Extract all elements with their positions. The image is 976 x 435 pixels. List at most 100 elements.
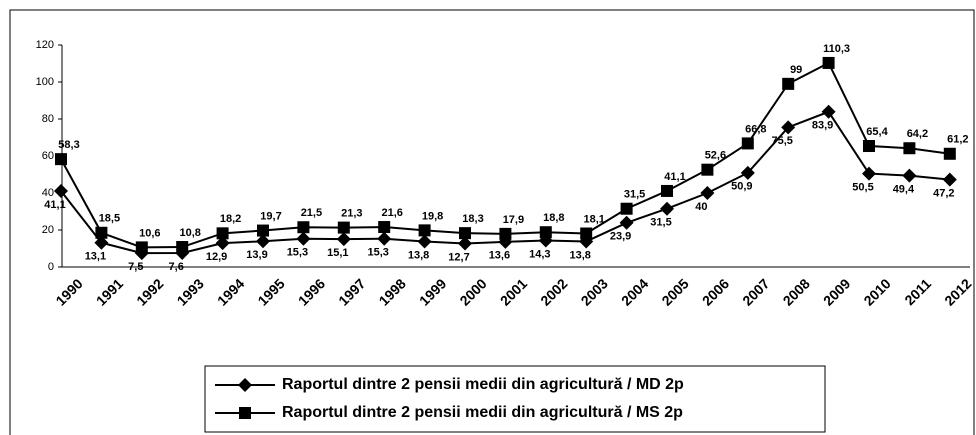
chart-frame xyxy=(9,9,975,435)
data-label: 10,8 xyxy=(179,227,200,239)
data-point xyxy=(337,221,350,234)
data-point xyxy=(296,231,311,246)
data-label: 47,2 xyxy=(933,188,954,200)
x-tick-label: 2000 xyxy=(456,275,489,308)
y-tick-label: 80 xyxy=(42,113,54,125)
x-tick-label: 2002 xyxy=(537,275,570,308)
data-label: 12,7 xyxy=(448,251,469,263)
data-point xyxy=(782,77,795,90)
data-label: 41,1 xyxy=(664,171,685,183)
data-label: 15,3 xyxy=(287,247,308,259)
data-label: 50,5 xyxy=(852,181,873,193)
x-tick-label: 2008 xyxy=(780,275,813,308)
data-point xyxy=(821,104,836,119)
legend-box xyxy=(204,365,826,433)
data-label: 61,2 xyxy=(947,134,968,146)
x-tick-label: 2004 xyxy=(618,275,651,308)
data-point xyxy=(417,234,432,249)
data-point xyxy=(660,201,674,216)
data-label: 13,6 xyxy=(489,250,510,262)
data-label: 18,1 xyxy=(583,213,604,225)
data-point xyxy=(701,163,714,176)
data-point xyxy=(176,241,189,254)
x-tick-label: 2007 xyxy=(739,275,772,308)
data-label: 18,5 xyxy=(99,213,120,225)
data-label: 65,4 xyxy=(866,126,888,138)
data-label: 50,9 xyxy=(731,181,752,193)
x-tick-label: 1996 xyxy=(295,275,328,308)
data-label: 12,9 xyxy=(206,251,227,263)
data-label: 49,4 xyxy=(893,184,915,196)
x-tick-label: 1998 xyxy=(376,275,409,308)
data-point xyxy=(135,241,148,254)
data-point xyxy=(862,166,876,181)
data-point xyxy=(580,227,593,240)
data-point xyxy=(942,172,957,187)
data-point xyxy=(822,56,835,69)
data-label: 66,8 xyxy=(745,123,766,135)
data-point xyxy=(902,168,917,183)
data-point xyxy=(943,147,956,160)
x-tick-label: 1990 xyxy=(52,275,85,308)
data-point xyxy=(740,165,755,180)
data-label: 13,9 xyxy=(246,249,267,261)
data-point xyxy=(418,224,431,237)
data-point xyxy=(297,221,310,234)
data-point xyxy=(620,202,633,215)
data-label: 7,6 xyxy=(169,261,184,273)
x-tick-label: 2003 xyxy=(578,275,611,308)
data-label: 99 xyxy=(790,64,802,76)
data-point xyxy=(95,226,108,239)
data-label: 15,3 xyxy=(367,247,388,259)
data-label: 64,2 xyxy=(907,128,928,140)
data-label: 19,8 xyxy=(422,210,443,222)
x-tick-label: 1995 xyxy=(254,275,287,308)
data-label: 110,3 xyxy=(823,43,850,55)
data-point xyxy=(256,234,270,249)
data-point xyxy=(458,236,472,251)
legend-label: Raportul dintre 2 pensii medii din agric… xyxy=(282,404,683,421)
x-tick-label: 2011 xyxy=(901,275,934,308)
x-tick-label: 2005 xyxy=(658,275,691,308)
data-point xyxy=(257,224,269,237)
data-label: 58,3 xyxy=(58,139,79,151)
data-point xyxy=(700,186,715,200)
x-tick-label: 1997 xyxy=(335,275,368,308)
data-label: 13,1 xyxy=(85,251,106,263)
legend-marker xyxy=(239,407,251,419)
data-point xyxy=(741,137,754,150)
data-label: 13,8 xyxy=(408,249,429,261)
data-point xyxy=(619,215,634,230)
x-tick-label: 1993 xyxy=(174,275,207,308)
legend-label: Raportul dintre 2 pensii medii din agric… xyxy=(282,376,684,393)
y-tick-label: 120 xyxy=(36,39,54,51)
data-label: 52,6 xyxy=(705,150,726,162)
data-point xyxy=(94,235,109,250)
data-point xyxy=(54,183,68,198)
data-label: 15,1 xyxy=(327,247,348,259)
x-tick-label: 2010 xyxy=(860,275,893,308)
data-label: 75,5 xyxy=(771,135,792,147)
data-label: 40 xyxy=(695,201,707,213)
x-tick-label: 1994 xyxy=(214,275,247,308)
data-point xyxy=(459,227,471,240)
data-label: 21,5 xyxy=(301,207,322,219)
x-tick-label: 1999 xyxy=(416,275,449,308)
data-label: 7,5 xyxy=(128,261,143,273)
y-tick-label: 0 xyxy=(48,261,54,273)
data-label: 14,3 xyxy=(529,248,550,260)
y-tick-label: 20 xyxy=(42,224,54,236)
y-tick-label: 40 xyxy=(42,187,54,199)
data-label: 21,6 xyxy=(381,207,402,219)
x-tick-label: 1991 xyxy=(93,275,126,308)
data-label: 83,9 xyxy=(812,120,833,132)
data-label: 17,9 xyxy=(503,214,524,226)
data-label: 31,5 xyxy=(650,217,671,229)
data-point xyxy=(215,236,230,251)
x-tick-label: 2012 xyxy=(941,275,974,308)
data-label: 21,3 xyxy=(341,208,362,220)
data-point xyxy=(903,142,916,155)
x-tick-label: 2006 xyxy=(699,275,732,308)
